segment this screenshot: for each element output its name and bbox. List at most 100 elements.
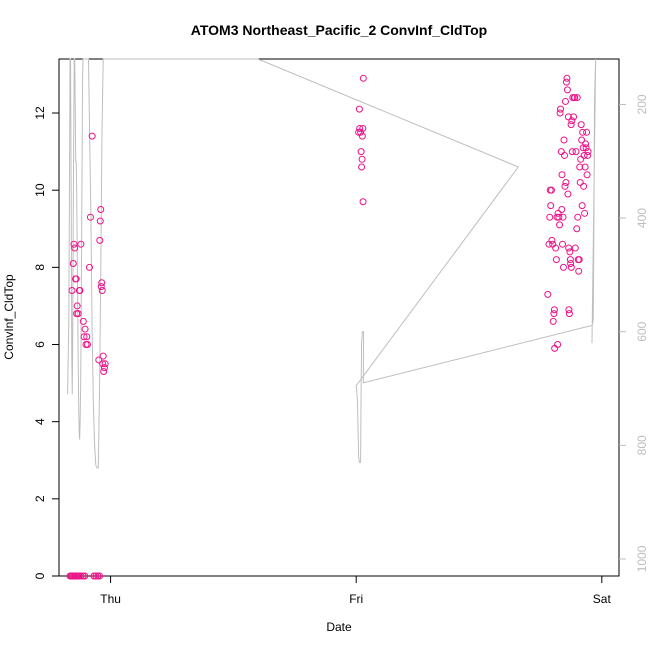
data-point [567,263,575,271]
data-point [99,352,107,360]
data-point [561,97,569,105]
data-point [554,341,562,349]
plot-frame [58,58,620,577]
data-point [580,182,588,190]
data-point [97,205,105,213]
y-axis-left: 0 2 4 6 8 10 12 [33,106,59,579]
data-point [564,113,572,121]
data-point [559,240,567,248]
data-point [81,572,89,580]
data-point [566,248,574,256]
y-tick-label: 0 [33,572,47,579]
data-point [583,128,591,136]
data-point [358,132,366,140]
y-tick-label: 12 [33,106,47,120]
data-point [562,78,570,86]
data-point [556,109,564,117]
y-axis-label: ConvInf_CldTop [2,274,16,360]
data-point [558,171,566,179]
data-point [570,113,578,121]
data-point [550,306,558,314]
data-point [71,244,79,252]
data-point [557,148,565,156]
data-point [357,148,365,156]
data-point [80,333,88,341]
data-point [565,306,573,314]
data-point [69,259,77,267]
data-point [68,286,76,294]
data-point [568,148,576,156]
data-point [98,286,106,294]
data-point [83,341,91,349]
data-point [548,236,556,244]
data-point [581,209,589,217]
data-point [77,572,85,580]
y-tick-label: 4 [33,418,47,425]
right-tick-label: 800 [635,435,649,455]
data-point [565,244,573,252]
data-point [577,121,585,129]
data-point [356,124,364,132]
right-tick-label: 1000 [635,545,649,572]
data-point [355,128,363,136]
y-tick-label: 2 [33,495,47,502]
data-point [70,240,78,248]
points-series [66,74,592,580]
data-point [566,256,574,264]
data-point [560,136,568,144]
data-point [79,317,87,325]
data-point [559,213,567,221]
data-point [561,182,569,190]
data-point [555,213,563,221]
data-point [85,263,93,271]
right-tick-label: 200 [635,94,649,114]
data-point [559,263,567,271]
data-point [95,356,103,364]
data-point [73,302,81,310]
data-point [580,151,588,159]
data-point [547,186,555,194]
data-point [100,368,108,376]
data-point [567,121,575,129]
x-axis-label: Date [326,620,352,634]
data-point [546,213,554,221]
x-tick-label: Sat [593,592,612,606]
data-point [357,128,365,136]
data-point [574,213,582,221]
data-point [92,572,100,580]
data-point [358,163,366,171]
data-point [564,190,572,198]
pressure-line-series [67,58,597,469]
data-point [359,74,367,82]
data-point [96,572,104,580]
data-point [355,105,363,113]
data-point [584,151,592,159]
data-point [576,163,584,171]
data-point [74,310,82,318]
data-point [563,86,571,94]
data-point [100,364,108,372]
data-point [72,275,80,283]
data-point [563,74,571,82]
data-point [565,310,573,318]
data-point [359,124,367,132]
data-point [77,240,85,248]
data-point [81,325,89,333]
data-point [572,148,580,156]
right-tick-label: 600 [635,321,649,341]
data-point [552,244,560,252]
data-point [576,178,584,186]
data-point [550,310,558,318]
data-point [577,155,585,163]
data-point [549,317,557,325]
data-point [584,148,592,156]
data-point [560,151,568,159]
y-tick-label: 6 [33,341,47,348]
data-point [97,283,105,291]
pressure-line [67,58,597,469]
data-point [573,225,581,233]
data-point [99,360,107,368]
data-point [358,155,366,163]
data-point [96,217,104,225]
data-point [562,178,570,186]
